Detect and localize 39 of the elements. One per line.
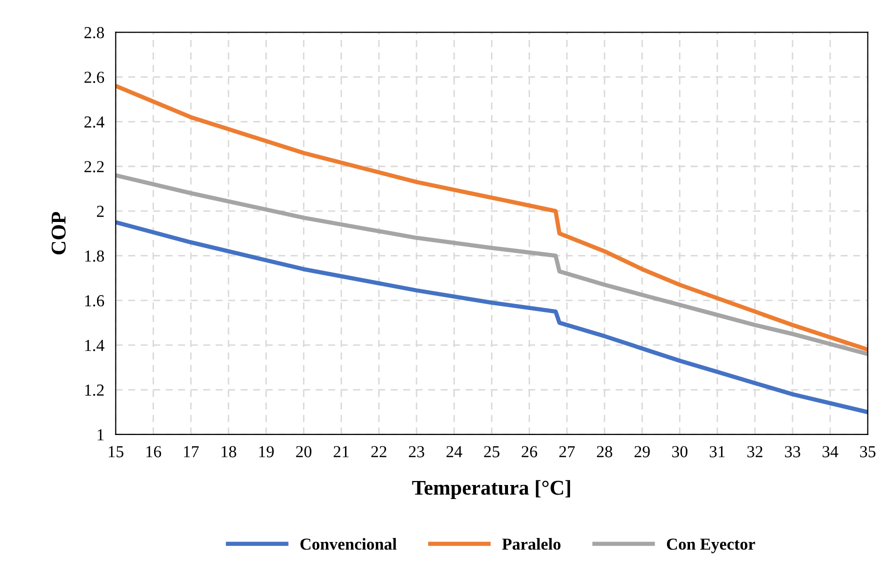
- x-tick-label: 29: [634, 446, 650, 458]
- x-tick-label: 25: [484, 446, 500, 458]
- y-axis-title: COP: [52, 212, 66, 254]
- x-tick-label: 33: [785, 446, 800, 458]
- x-tick-label: 31: [710, 446, 725, 458]
- x-tick-label: 35: [860, 446, 876, 458]
- y-tick-label: 2.2: [84, 161, 104, 172]
- y-tick-label: 1.6: [85, 295, 104, 306]
- x-tick-label: 15: [108, 446, 124, 458]
- x-tick-label: 30: [672, 446, 688, 458]
- x-tick-label: 26: [522, 446, 538, 458]
- legend-label: Con Eyector: [666, 538, 756, 554]
- y-tick-label: 2: [96, 206, 104, 217]
- y-tick-label: 1.8: [85, 250, 104, 262]
- x-tick-label: 22: [371, 446, 386, 458]
- x-tick-label: 34: [822, 446, 838, 458]
- x-tick-label: 19: [259, 446, 274, 458]
- y-tick-label: 2.8: [84, 27, 104, 38]
- legend-label: Convencional: [300, 538, 397, 550]
- x-tick-label: 20: [296, 446, 312, 458]
- y-tick-label: 1.4: [85, 340, 104, 352]
- x-tick-label: 28: [596, 446, 612, 458]
- x-tick-label: 18: [222, 446, 236, 458]
- legend-label: Paralelo: [502, 538, 560, 550]
- x-tick-label: 16: [146, 446, 162, 458]
- y-tick-label: 1.2: [85, 384, 104, 396]
- x-tick-label: 21: [334, 446, 349, 458]
- line-series: [116, 84, 868, 352]
- x-tick-label: 24: [446, 446, 462, 458]
- x-tick-label: 17: [184, 446, 199, 458]
- line-series: [116, 220, 868, 414]
- y-tick-label: 2.4: [84, 116, 104, 128]
- y-tick-label: 1: [98, 429, 104, 440]
- x-axis-title: Temperatura [°C]: [412, 480, 570, 500]
- x-tick-label: 32: [747, 446, 762, 458]
- x-tick-label: 23: [408, 446, 424, 458]
- line-series: [116, 173, 868, 356]
- y-tick-label: 2.6: [84, 72, 104, 84]
- x-tick-label: 27: [559, 446, 575, 458]
